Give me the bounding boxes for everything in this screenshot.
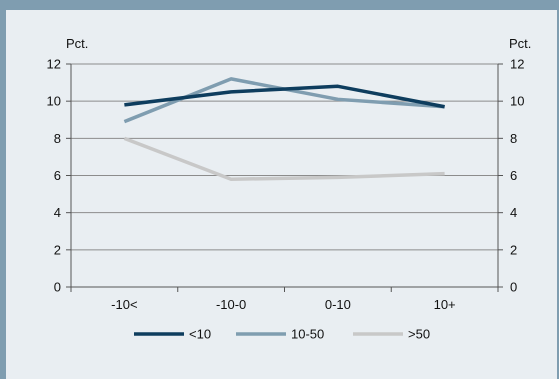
legend: <10 10-50 >50 bbox=[134, 327, 430, 342]
y-tick-label-right: 4 bbox=[510, 205, 517, 220]
y-tick-label-right: 2 bbox=[510, 242, 517, 257]
y-tick-label-left: 6 bbox=[54, 168, 61, 183]
y-tick-label-right: 6 bbox=[510, 168, 517, 183]
y-axis-unit-right: Pct. bbox=[509, 36, 531, 51]
x-tick-label: -10< bbox=[111, 297, 137, 312]
legend-label-1: 10-50 bbox=[291, 327, 324, 342]
x-tick-label: 10+ bbox=[434, 297, 456, 312]
tick-labels: 0 0 2 2 4 4 6 6 8 8 10 10 12 12 -10< -10-0 0-10 10+ bbox=[47, 57, 525, 313]
gridlines bbox=[71, 63, 498, 251]
x-tick-label: 0-10 bbox=[325, 297, 351, 312]
series-line-0 bbox=[124, 84, 445, 109]
y-tick-label-right: 8 bbox=[510, 131, 517, 146]
x-tick-label: -10-0 bbox=[216, 297, 246, 312]
y-tick-label-right: 10 bbox=[510, 94, 524, 109]
legend-label-2: >50 bbox=[408, 327, 430, 342]
y-tick-label-right: 12 bbox=[510, 57, 524, 72]
y-axis-unit-left: Pct. bbox=[66, 36, 88, 51]
y-tick-label-left: 8 bbox=[54, 131, 61, 146]
legend-label-0: <10 bbox=[189, 327, 211, 342]
y-tick-label-left: 4 bbox=[54, 205, 61, 220]
axes bbox=[66, 63, 503, 292]
series-line-2 bbox=[123, 136, 445, 181]
y-tick-label-left: 0 bbox=[54, 280, 61, 295]
y-tick-label-left: 10 bbox=[47, 94, 61, 109]
y-tick-label-right: 0 bbox=[510, 280, 517, 295]
y-tick-label-left: 12 bbox=[47, 57, 61, 72]
y-tick-label-left: 2 bbox=[54, 242, 61, 257]
series-lines bbox=[123, 77, 445, 181]
